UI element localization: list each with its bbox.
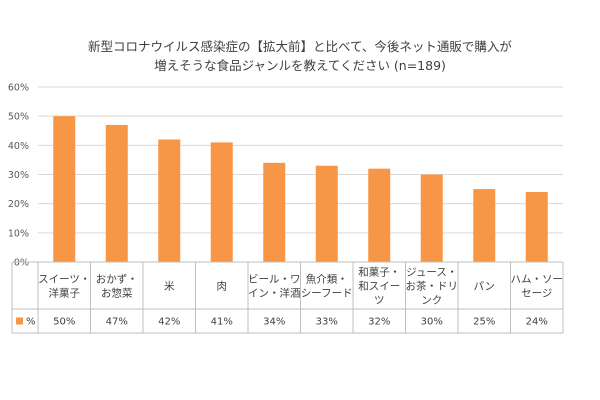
bar <box>263 162 286 262</box>
y-tick-label: 50% <box>8 112 29 123</box>
data-table-value: 33% <box>316 317 338 328</box>
chart-title-line-2: 増えそうな食品ジャンルを教えてください (n=189) <box>154 58 446 73</box>
category-label: 洋菓子 <box>49 287 81 300</box>
legend-label: % <box>26 317 36 328</box>
legend-swatch <box>16 317 23 325</box>
category-label: スイーツ・ <box>38 274 90 286</box>
category-label: 米 <box>164 280 175 293</box>
category-label: お茶・ドリ <box>406 280 459 293</box>
data-table-value: 42% <box>158 317 180 328</box>
category-label: ビール・ワ <box>248 274 301 286</box>
bar <box>315 165 338 262</box>
data-table-value: 34% <box>263 317 285 328</box>
bar <box>158 139 181 262</box>
y-tick-label: 40% <box>8 141 29 152</box>
chart-title-line-1: 新型コロナウイルス感染症の【拡大前】と比べて、今後ネット通販で購入が <box>88 39 512 54</box>
category-label: イン・洋酒 <box>248 287 301 300</box>
y-tick-label: 0% <box>14 258 29 269</box>
category-label: ツ <box>374 295 385 307</box>
bar <box>473 189 496 262</box>
category-label: シーフード <box>301 288 353 300</box>
bar <box>210 142 233 262</box>
category-label: 和菓子・ <box>358 267 400 279</box>
chart-title: 新型コロナウイルス感染症の【拡大前】と比べて、今後ネット通販で購入が 増えそうな… <box>88 39 512 73</box>
bar <box>53 116 76 263</box>
bar <box>525 192 548 262</box>
bar <box>105 124 128 263</box>
y-tick-label: 10% <box>8 228 29 239</box>
data-table-value: 50% <box>53 317 75 328</box>
category-label: ジュース・ <box>406 267 457 279</box>
data-table-value: 25% <box>473 317 495 328</box>
y-tick-label: 30% <box>8 170 29 181</box>
category-label: 肉 <box>217 280 228 293</box>
bar <box>368 168 391 262</box>
category-label: セージ <box>521 288 552 300</box>
data-table-value: 41% <box>211 317 233 328</box>
category-label: ハム・ソー <box>511 274 564 286</box>
category-label: 和スイー <box>358 281 400 293</box>
y-axis-labels: 60% 50% 40% 30% 20% 10% 0% <box>8 83 29 269</box>
bars <box>53 116 548 263</box>
data-table-value: 30% <box>421 317 443 328</box>
bar <box>420 174 443 262</box>
y-tick-label: 20% <box>8 199 29 210</box>
category-label: パン <box>473 281 495 293</box>
data-table: スイーツ・洋菓子 おかず・お惣菜 米 肉 ビール・ワイン・洋酒魚介類・シーフード和菓子・… <box>11 261 564 334</box>
category-label: ンク <box>421 295 442 307</box>
y-tick-label: 60% <box>8 83 29 94</box>
category-label: 魚介類・ <box>306 273 348 286</box>
category-label: お惣菜 <box>101 287 133 300</box>
data-table-value: 47% <box>106 317 128 328</box>
data-table-value: 24% <box>526 317 548 328</box>
category-label: おかず・ <box>96 274 138 286</box>
data-table-value: 32% <box>368 317 390 328</box>
